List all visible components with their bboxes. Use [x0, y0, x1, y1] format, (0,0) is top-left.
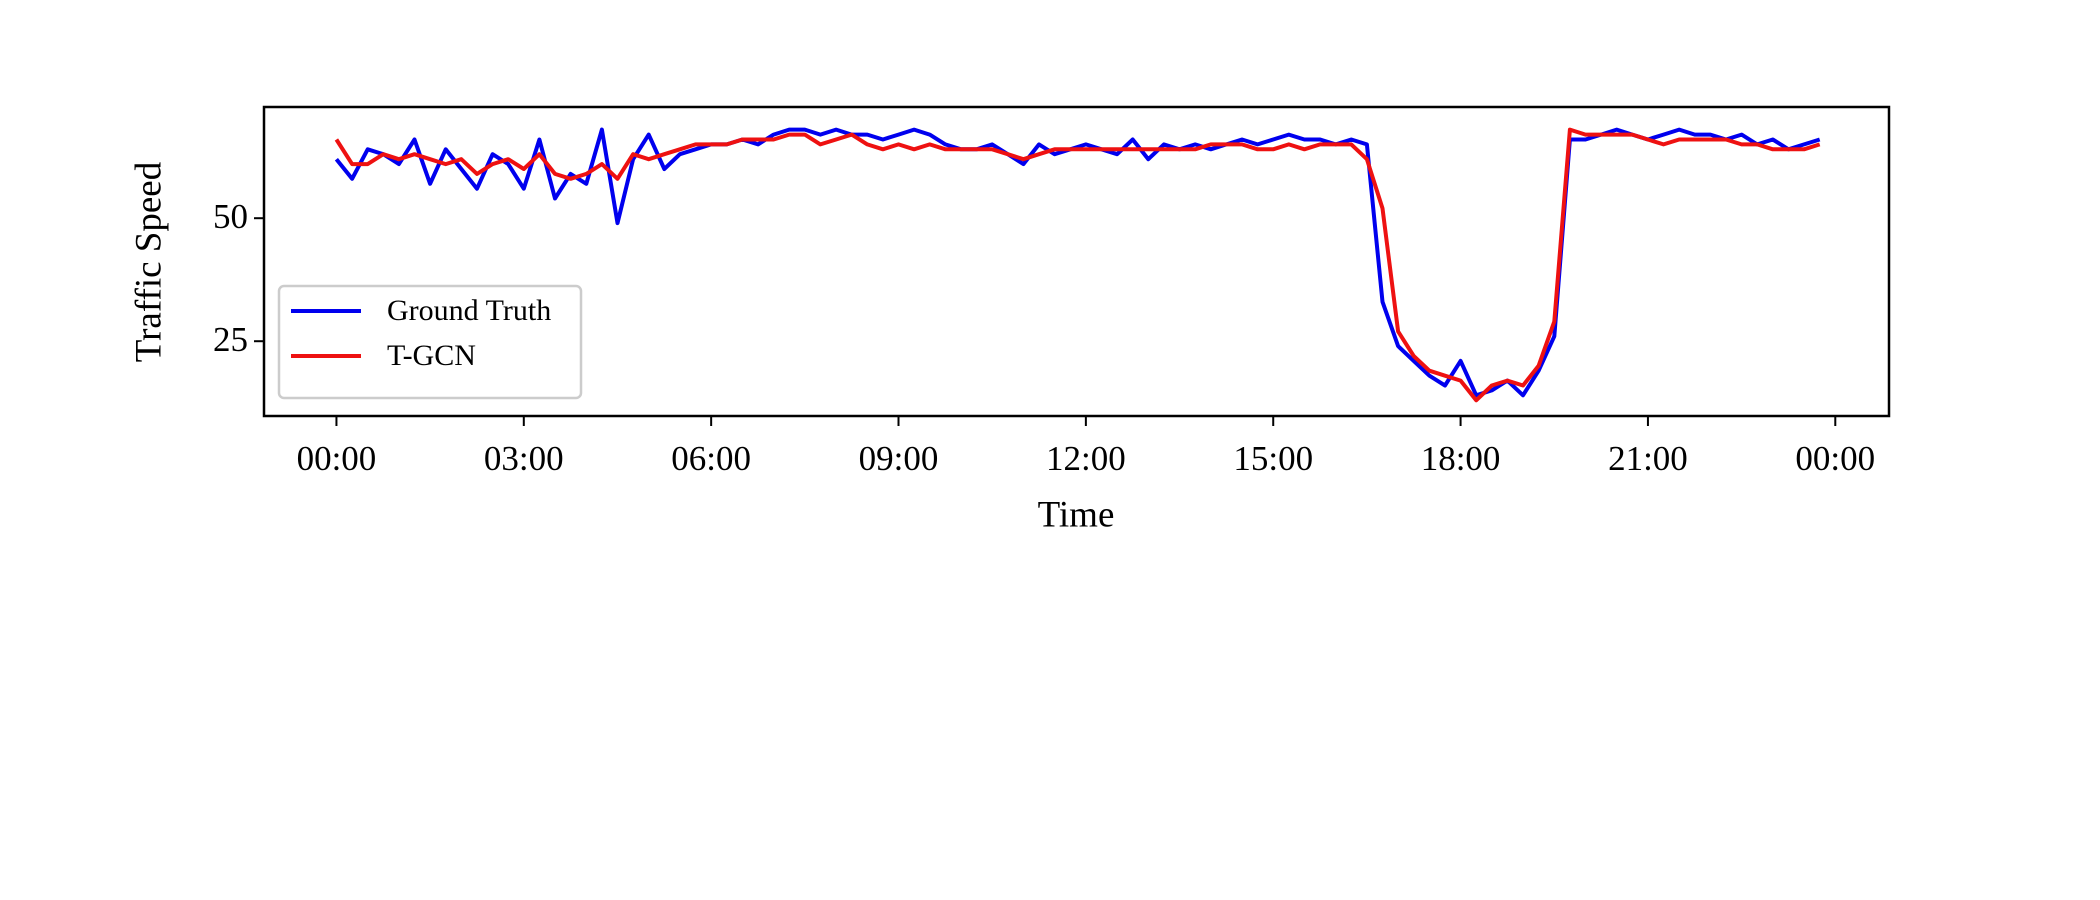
series-line [334, 127, 1821, 403]
y-axis-title: Traffic Speed [128, 161, 169, 362]
y-tick-label: 25 [213, 320, 248, 359]
legend-label: T-GCN [387, 339, 476, 372]
plot-frame [262, 105, 1891, 418]
y-tick-label: 50 [213, 197, 248, 236]
x-tick-label: 15:00 [1233, 439, 1313, 478]
x-tick-label: 00:00 [1795, 439, 1875, 478]
x-tick-label: 06:00 [671, 439, 751, 478]
x-axis-title: Time [1038, 494, 1115, 535]
x-tick-label: 18:00 [1421, 439, 1501, 478]
legend-box [277, 284, 583, 400]
x-tick-label: 21:00 [1608, 439, 1688, 478]
legend-label: Ground Truth [387, 294, 551, 327]
x-tick-label: 12:00 [1046, 439, 1126, 478]
x-tick-label: 09:00 [859, 439, 939, 478]
x-tick-label: 00:00 [297, 439, 377, 478]
x-tick-label: 03:00 [484, 439, 564, 478]
series-line [334, 127, 1821, 398]
